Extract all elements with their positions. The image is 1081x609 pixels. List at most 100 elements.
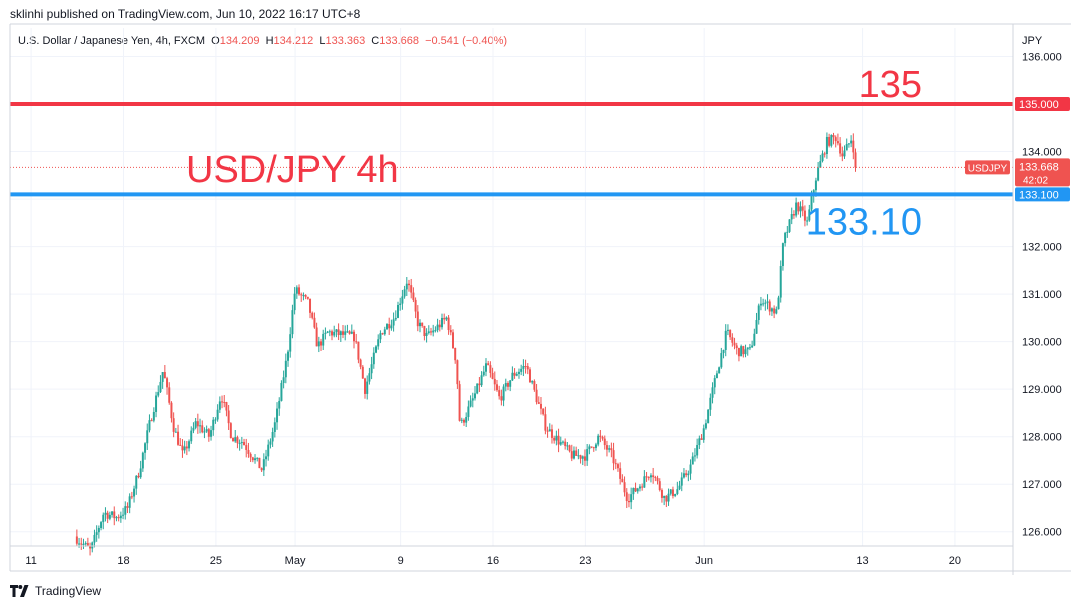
candle-body bbox=[548, 429, 551, 432]
candle-body bbox=[689, 464, 692, 474]
level-annotation: 133.10 bbox=[806, 201, 922, 243]
candle-body bbox=[117, 517, 120, 519]
candle-body bbox=[449, 330, 452, 333]
candle-body bbox=[161, 372, 164, 382]
candle-body bbox=[368, 373, 371, 382]
candle-body bbox=[583, 456, 586, 461]
candle-body bbox=[506, 383, 509, 387]
candle-body bbox=[386, 324, 389, 330]
candle-body bbox=[678, 485, 681, 490]
candle-body bbox=[155, 395, 158, 412]
candle-body bbox=[564, 441, 567, 447]
candle-body bbox=[645, 476, 648, 478]
candle-body bbox=[223, 401, 226, 403]
level-price-label: 133.100 bbox=[1019, 189, 1059, 201]
y-tick-label: 130.000 bbox=[1022, 337, 1062, 349]
candle-body bbox=[671, 489, 674, 496]
candle-body bbox=[447, 317, 450, 331]
candle-body bbox=[95, 532, 98, 535]
candle-body bbox=[823, 153, 826, 155]
candle-body bbox=[456, 360, 459, 385]
candle-body bbox=[168, 387, 171, 403]
candle-body bbox=[693, 455, 696, 457]
candle-body bbox=[150, 420, 153, 422]
x-tick-label: 11 bbox=[25, 555, 36, 567]
chart-annotation-title: USD/JPY 4h bbox=[186, 149, 399, 191]
candle-body bbox=[148, 420, 151, 431]
candle-body bbox=[260, 468, 263, 471]
candle-body bbox=[93, 534, 96, 543]
candle-body bbox=[416, 311, 419, 327]
candle-body bbox=[680, 477, 683, 486]
candle-body bbox=[355, 341, 358, 343]
candle-body bbox=[75, 536, 78, 544]
footer-brand-text: TradingView bbox=[35, 584, 102, 598]
candle-body bbox=[579, 455, 582, 459]
candle-body bbox=[566, 445, 569, 447]
candle-body bbox=[451, 332, 454, 348]
candle-body bbox=[792, 214, 795, 216]
candle-body bbox=[627, 500, 630, 503]
candle-body bbox=[707, 409, 710, 424]
candle-body bbox=[623, 482, 626, 493]
candle-body bbox=[482, 371, 485, 376]
candle-body bbox=[478, 383, 481, 386]
candle-body bbox=[601, 436, 604, 439]
candle-body bbox=[194, 421, 197, 428]
candle-body bbox=[836, 141, 839, 144]
candle-body bbox=[504, 383, 507, 387]
candle-body bbox=[410, 285, 413, 293]
candle-body bbox=[317, 341, 320, 347]
candle-body bbox=[78, 543, 81, 545]
candle-body bbox=[711, 387, 714, 398]
candle-body bbox=[383, 329, 386, 335]
candle-body bbox=[465, 417, 468, 423]
candle-body bbox=[632, 487, 635, 495]
candle-body bbox=[522, 366, 525, 369]
candle-body bbox=[280, 382, 283, 401]
candle-body bbox=[229, 423, 232, 438]
change-value: −0.541 (−0.40%) bbox=[425, 35, 508, 47]
candle-body bbox=[247, 449, 250, 454]
candle-body bbox=[682, 473, 685, 478]
level-price-badge bbox=[1015, 97, 1070, 112]
candle-body bbox=[458, 384, 461, 421]
candle-body bbox=[218, 401, 221, 410]
candle-body bbox=[302, 295, 305, 297]
candle-body bbox=[412, 292, 415, 300]
level-annotation: 135 bbox=[859, 64, 922, 106]
candle-body bbox=[561, 441, 564, 443]
candle-body bbox=[445, 317, 448, 320]
candle-body bbox=[269, 441, 272, 445]
candle-body bbox=[839, 143, 842, 154]
candle-body bbox=[491, 372, 494, 379]
candle-body bbox=[784, 232, 787, 244]
candle-body bbox=[144, 443, 147, 453]
candle-body bbox=[528, 369, 531, 383]
candle-body bbox=[366, 381, 369, 394]
candle-body bbox=[291, 310, 294, 335]
candle-body bbox=[830, 135, 833, 146]
candle-body bbox=[742, 346, 745, 355]
candle-body bbox=[537, 402, 540, 404]
candle-body bbox=[306, 296, 309, 299]
candle-body bbox=[104, 512, 107, 515]
candle-body bbox=[746, 347, 749, 350]
candle-body bbox=[625, 492, 628, 501]
candle-body bbox=[821, 153, 824, 162]
candle-body bbox=[128, 496, 131, 508]
candle-body bbox=[429, 331, 432, 333]
candle-body bbox=[674, 493, 677, 496]
candle-body bbox=[790, 214, 793, 220]
candle-body bbox=[462, 419, 465, 423]
candle-body bbox=[256, 457, 259, 459]
instrument-name: U.S. Dollar / Japanese Yen, 4h, FXCM bbox=[18, 35, 206, 47]
candle-body bbox=[797, 202, 800, 212]
x-tick-label: Jun bbox=[695, 555, 713, 567]
candle-body bbox=[234, 437, 237, 442]
candle-body bbox=[408, 283, 411, 286]
candle-body bbox=[555, 435, 558, 441]
candle-body bbox=[735, 345, 738, 348]
candle-body bbox=[795, 202, 798, 216]
